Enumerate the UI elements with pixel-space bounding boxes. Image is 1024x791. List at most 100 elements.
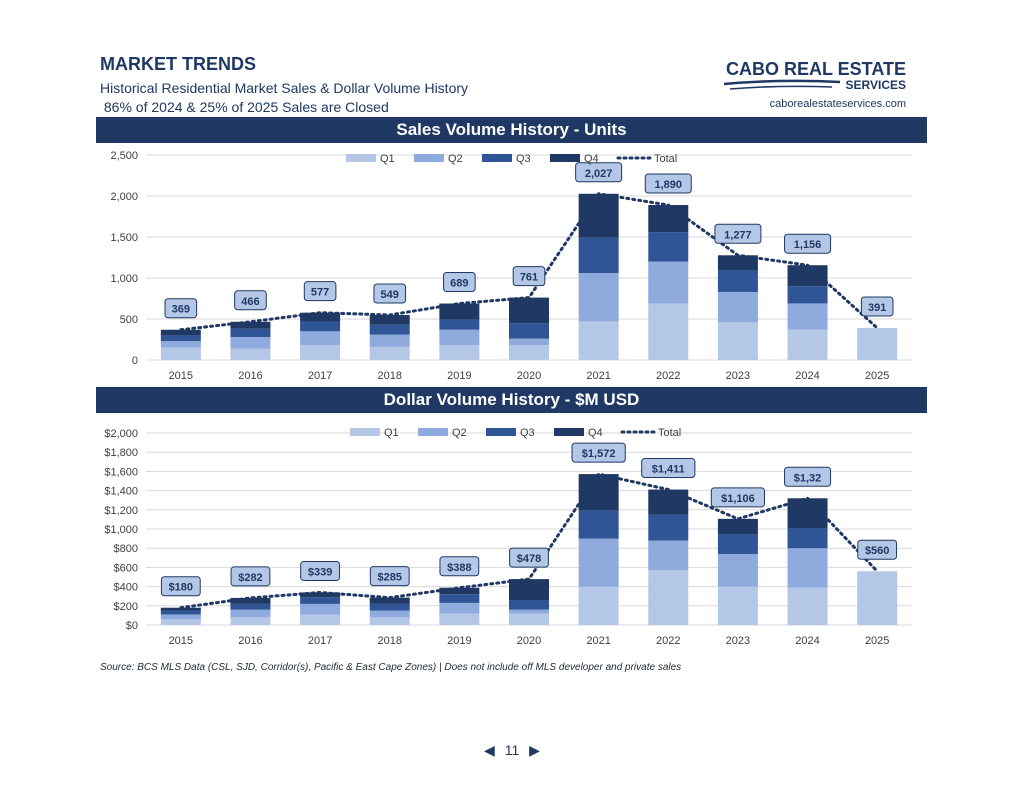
bar-q3-2021 <box>578 510 619 539</box>
legend-swatch-q1 <box>350 428 380 436</box>
legend-label: Q1 <box>380 153 395 165</box>
company-logo: CABO REAL ESTATE SERVICES <box>723 59 906 92</box>
page-title: MARKET TRENDS <box>100 54 256 74</box>
bar-q1-2020 <box>509 613 549 625</box>
x-tick-label: 2015 <box>169 370 193 382</box>
pager: ◀ 11 ▶ <box>0 742 1024 759</box>
page-subtitle: Historical Residential Market Sales & Do… <box>100 80 469 96</box>
bar-q4-2016 <box>230 597 271 604</box>
bar-q3-2024 <box>787 528 828 549</box>
total-label-box <box>575 162 623 183</box>
legend-swatch-q2 <box>414 154 444 162</box>
total-label-box <box>164 298 198 319</box>
bar-q4-2019 <box>439 303 480 320</box>
bar-q2-2019 <box>439 602 480 614</box>
bar-q1-2024 <box>787 587 828 625</box>
total-data-label: 1,890 <box>655 179 683 191</box>
bar-q3-2019 <box>439 594 480 603</box>
bar-q2-2020 <box>509 338 549 346</box>
total-line <box>179 192 879 332</box>
total-data-label: 1,156 <box>794 239 822 251</box>
total-label-box <box>784 233 832 254</box>
y-tick-label: $1,400 <box>104 486 138 498</box>
bar-q3-2016 <box>230 328 271 338</box>
y-tick-label: 1,500 <box>110 232 138 244</box>
bar-q4-2023 <box>717 255 758 271</box>
bar-q2-2021 <box>578 273 619 322</box>
total-data-label: 689 <box>450 278 468 290</box>
bar-q4-2022 <box>648 489 689 515</box>
bar-q3-2015 <box>160 610 201 615</box>
bar-q1-2022 <box>648 303 689 360</box>
bar-q3-2022 <box>648 514 689 541</box>
bar-q3-2015 <box>160 335 201 342</box>
total-line <box>179 472 879 610</box>
legend-label: Q2 <box>448 153 463 165</box>
bar-q3-2017 <box>300 321 341 332</box>
y-tick-label: 0 <box>132 355 138 367</box>
bar-q3-2020 <box>509 323 549 339</box>
x-tick-label: 2025 <box>865 635 889 647</box>
bar-q1-2025 <box>857 327 898 360</box>
bar-q2-2022 <box>648 261 689 304</box>
bar-q3-2016 <box>230 603 271 610</box>
total-label-box <box>373 283 407 304</box>
y-tick-label: $1,000 <box>104 524 138 536</box>
bar-q4-2017 <box>300 592 341 598</box>
x-tick-label: 2023 <box>726 370 750 382</box>
legend-label: Q1 <box>384 427 399 439</box>
bar-q2-2015 <box>160 614 201 620</box>
total-label-box <box>714 223 762 244</box>
total-label-box <box>230 566 271 587</box>
total-data-label: $1,106 <box>721 493 755 505</box>
y-tick-label: 1,000 <box>110 273 138 285</box>
bar-q1-2021 <box>578 321 619 360</box>
legend-label: Total <box>658 427 681 439</box>
y-tick-label: 2,500 <box>110 150 138 162</box>
x-tick-label: 2025 <box>865 370 889 382</box>
next-page-icon[interactable]: ▶ <box>529 742 540 758</box>
logo-line1: CABO REAL ESTATE <box>726 59 906 79</box>
x-tick-label: 2021 <box>586 635 610 647</box>
total-data-label: $1,572 <box>582 448 616 460</box>
total-data-label: $560 <box>865 545 889 557</box>
bar-q4-2020 <box>509 579 549 601</box>
bar-q1-2015 <box>160 619 201 625</box>
legend-label: Q3 <box>520 427 535 439</box>
total-data-label: 466 <box>241 296 259 308</box>
source-note: Source: BCS MLS Data (CSL, SJD, Corridor… <box>100 662 682 673</box>
bar-q2-2023 <box>717 553 758 587</box>
bar-q2-2024 <box>787 303 828 330</box>
bar-q1-2015 <box>160 347 201 360</box>
bar-q4-2020 <box>509 297 549 324</box>
legend-swatch-q3 <box>486 428 516 436</box>
bar-q2-2018 <box>369 610 410 618</box>
bar-q4-2018 <box>369 314 410 325</box>
bar-q4-2019 <box>439 587 480 595</box>
bar-q4-2023 <box>717 518 758 535</box>
prev-page-icon[interactable]: ◀ <box>484 742 495 758</box>
legend-swatch-q1 <box>346 154 376 162</box>
x-tick-label: 2015 <box>169 635 193 647</box>
total-data-label: $339 <box>308 566 332 578</box>
bar-q3-2022 <box>648 232 689 262</box>
legend-label: Total <box>654 153 677 165</box>
y-tick-label: $0 <box>126 620 138 632</box>
bar-q3-2023 <box>717 534 758 554</box>
y-tick-label: 2,000 <box>110 191 138 203</box>
page-subtitle-note: 86% of 2024 & 25% of 2025 Sales are Clos… <box>100 99 389 115</box>
website-link[interactable]: caborealestateservices.com <box>769 98 906 110</box>
x-tick-label: 2023 <box>726 635 750 647</box>
bar-q1-2023 <box>717 322 758 360</box>
total-data-label: $388 <box>447 562 471 574</box>
bar-q2-2017 <box>300 603 341 615</box>
total-label-box <box>160 576 201 597</box>
y-tick-label: $200 <box>114 601 138 613</box>
bar-q2-2021 <box>578 538 619 587</box>
total-data-label: $1,411 <box>652 464 685 476</box>
total-label-box <box>571 442 626 463</box>
bar-q2-2020 <box>509 609 549 614</box>
total-label-box <box>857 539 898 560</box>
total-data-label: 761 <box>520 272 538 284</box>
bar-q1-2016 <box>230 617 271 625</box>
